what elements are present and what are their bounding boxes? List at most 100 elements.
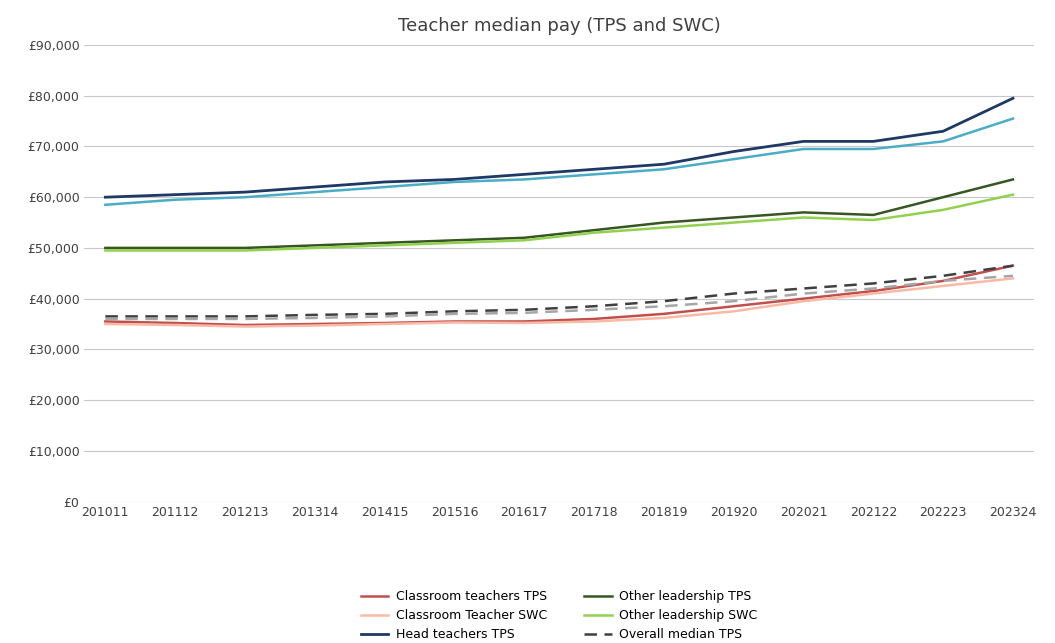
Head teachers TPS bbox=[727, 148, 740, 156]
Other leadership TPS bbox=[448, 237, 461, 244]
Head teachers TPS bbox=[867, 138, 880, 145]
Classroom teachers TPS bbox=[798, 294, 810, 302]
Classroom teachers TPS bbox=[867, 287, 880, 295]
Classroom Teacher SWC bbox=[867, 290, 880, 298]
Title: Teacher median pay (TPS and SWC): Teacher median pay (TPS and SWC) bbox=[398, 17, 721, 35]
Other leadership SWC bbox=[99, 246, 112, 254]
Other leadership SWC bbox=[798, 213, 810, 221]
Overall median SWC bbox=[379, 312, 391, 320]
Head teachers TPS bbox=[798, 138, 810, 145]
Classroom Teacher SWC bbox=[937, 282, 950, 290]
Classroom Teacher SWC bbox=[727, 307, 740, 315]
Head teachers TPS bbox=[518, 170, 531, 178]
Overall median TPS bbox=[727, 290, 740, 298]
Overall median TPS bbox=[169, 312, 181, 320]
Head teachers TPS bbox=[937, 127, 950, 135]
Classroom teachers TPS bbox=[657, 310, 670, 318]
Classroom Teacher SWC bbox=[99, 320, 112, 328]
Classroom teachers TPS bbox=[169, 319, 181, 327]
Other leadership SWC bbox=[657, 224, 670, 231]
Classroom Teacher SWC bbox=[657, 314, 670, 322]
Other leadership SWC bbox=[937, 206, 950, 213]
Overall median SWC bbox=[169, 315, 181, 323]
Head teachers TPS bbox=[308, 183, 321, 191]
Head teachers SWC bbox=[238, 194, 251, 201]
Head teachers TPS bbox=[169, 191, 181, 199]
Other leadership SWC bbox=[588, 229, 600, 237]
Head teachers TPS bbox=[99, 194, 112, 201]
Other leadership TPS bbox=[518, 234, 531, 242]
Head teachers SWC bbox=[867, 145, 880, 153]
Other leadership TPS bbox=[657, 219, 670, 226]
Classroom Teacher SWC bbox=[798, 297, 810, 305]
Line: Overall median TPS: Overall median TPS bbox=[106, 266, 1013, 316]
Line: Head teachers SWC: Head teachers SWC bbox=[106, 118, 1013, 204]
Other leadership TPS bbox=[308, 242, 321, 249]
Head teachers SWC bbox=[169, 196, 181, 204]
Other leadership SWC bbox=[867, 216, 880, 224]
Other leadership TPS bbox=[99, 244, 112, 252]
Overall median SWC bbox=[588, 306, 600, 314]
Head teachers SWC bbox=[308, 188, 321, 196]
Overall median SWC bbox=[798, 290, 810, 298]
Classroom teachers TPS bbox=[308, 320, 321, 328]
Classroom Teacher SWC bbox=[588, 318, 600, 325]
Other leadership SWC bbox=[238, 246, 251, 254]
Overall median SWC bbox=[238, 315, 251, 323]
Overall median SWC bbox=[657, 302, 670, 310]
Overall median TPS bbox=[798, 285, 810, 293]
Classroom Teacher SWC bbox=[238, 323, 251, 331]
Classroom Teacher SWC bbox=[379, 320, 391, 328]
Overall median TPS bbox=[937, 272, 950, 280]
Classroom teachers TPS bbox=[727, 302, 740, 310]
Overall median TPS bbox=[588, 302, 600, 310]
Overall median TPS bbox=[518, 306, 531, 314]
Head teachers SWC bbox=[99, 201, 112, 208]
Head teachers TPS bbox=[657, 160, 670, 168]
Line: Classroom teachers TPS: Classroom teachers TPS bbox=[106, 266, 1013, 325]
Classroom Teacher SWC bbox=[308, 322, 321, 329]
Overall median TPS bbox=[1006, 262, 1019, 269]
Overall median SWC bbox=[448, 310, 461, 318]
Head teachers TPS bbox=[448, 176, 461, 183]
Classroom teachers TPS bbox=[1006, 262, 1019, 269]
Overall median SWC bbox=[727, 297, 740, 305]
Other leadership SWC bbox=[379, 242, 391, 249]
Head teachers SWC bbox=[1006, 114, 1019, 122]
Overall median TPS bbox=[657, 297, 670, 305]
Head teachers SWC bbox=[937, 138, 950, 145]
Classroom teachers TPS bbox=[588, 315, 600, 323]
Other leadership TPS bbox=[867, 211, 880, 219]
Other leadership SWC bbox=[1006, 191, 1019, 199]
Overall median TPS bbox=[308, 311, 321, 319]
Head teachers SWC bbox=[379, 183, 391, 191]
Head teachers TPS bbox=[379, 178, 391, 186]
Overall median SWC bbox=[99, 315, 112, 323]
Line: Other leadership TPS: Other leadership TPS bbox=[106, 179, 1013, 248]
Other leadership SWC bbox=[169, 246, 181, 254]
Classroom Teacher SWC bbox=[518, 319, 531, 327]
Classroom teachers TPS bbox=[937, 277, 950, 285]
Other leadership TPS bbox=[937, 194, 950, 201]
Classroom Teacher SWC bbox=[1006, 275, 1019, 282]
Head teachers SWC bbox=[798, 145, 810, 153]
Overall median SWC bbox=[308, 314, 321, 322]
Classroom Teacher SWC bbox=[448, 319, 461, 327]
Overall median SWC bbox=[867, 285, 880, 293]
Other leadership TPS bbox=[169, 244, 181, 252]
Other leadership SWC bbox=[518, 237, 531, 244]
Other leadership SWC bbox=[727, 219, 740, 226]
Head teachers TPS bbox=[588, 165, 600, 173]
Other leadership TPS bbox=[238, 244, 251, 252]
Overall median TPS bbox=[448, 307, 461, 315]
Head teachers SWC bbox=[448, 178, 461, 186]
Overall median TPS bbox=[238, 312, 251, 320]
Overall median TPS bbox=[867, 280, 880, 287]
Overall median SWC bbox=[937, 277, 950, 285]
Classroom teachers TPS bbox=[238, 321, 251, 329]
Other leadership TPS bbox=[1006, 176, 1019, 183]
Overall median SWC bbox=[518, 309, 531, 317]
Legend: Classroom teachers TPS, Classroom Teacher SWC, Head teachers TPS, Head teachers : Classroom teachers TPS, Classroom Teache… bbox=[361, 590, 757, 643]
Overall median TPS bbox=[99, 312, 112, 320]
Classroom Teacher SWC bbox=[169, 321, 181, 329]
